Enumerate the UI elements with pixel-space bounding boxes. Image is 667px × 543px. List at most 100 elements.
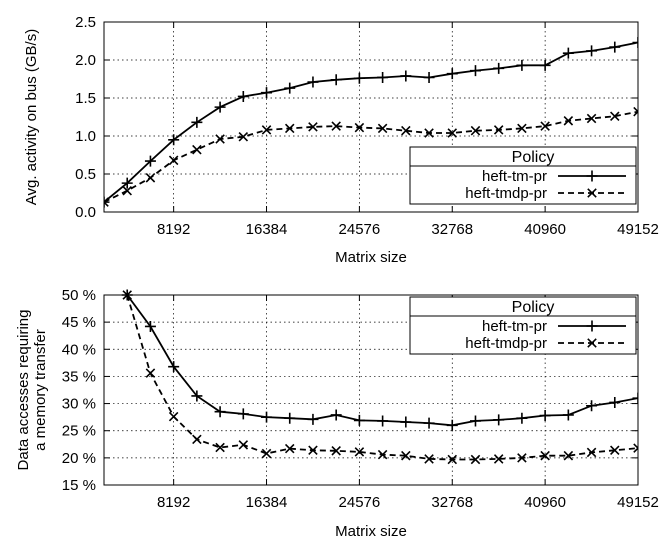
series-line — [104, 41, 638, 203]
data-point — [424, 128, 434, 138]
legend-title: Policy — [512, 299, 555, 316]
y-tick-label: 0.0 — [75, 204, 96, 221]
x-tick-label: 8192 — [157, 494, 190, 511]
series-line — [104, 110, 638, 203]
data-point — [168, 134, 180, 146]
data-point — [446, 419, 458, 431]
data-point — [657, 440, 665, 448]
data-point — [633, 443, 638, 453]
data-point — [517, 453, 527, 463]
data-point — [539, 59, 551, 71]
data-point — [377, 415, 389, 427]
data-point — [401, 450, 411, 461]
data-point — [168, 155, 179, 166]
data-point — [562, 409, 574, 421]
data-point — [284, 412, 296, 424]
y-axis-label: Avg. activity on bus (GB/s) — [23, 29, 40, 205]
data-point — [104, 196, 110, 208]
y-axis-label: Data accesses requiringa memory transfer — [15, 310, 49, 471]
data-point — [238, 131, 249, 142]
y-tick-label: 20 % — [62, 450, 96, 467]
data-point — [423, 417, 435, 429]
legend-marker — [586, 320, 598, 332]
x-tick-label: 32768 — [431, 494, 473, 511]
legend-title: Policy — [512, 149, 555, 166]
data-point — [308, 122, 318, 132]
y-tick-label: 2.0 — [75, 52, 96, 69]
y-axis-label-line: a memory transfer — [32, 329, 49, 451]
data-point — [144, 320, 156, 332]
y-tick-label: 1.5 — [75, 90, 96, 107]
x-axis-label: Matrix size — [335, 523, 407, 540]
data-point — [632, 37, 638, 49]
data-point — [540, 121, 550, 131]
data-point — [447, 454, 458, 465]
data-point — [168, 411, 179, 422]
series-line — [126, 294, 638, 461]
data-point — [563, 450, 574, 461]
data-point — [122, 185, 132, 196]
y-tick-label: 2.5 — [75, 14, 96, 31]
x-tick-label: 24576 — [339, 221, 381, 238]
x-tick-label: 40960 — [524, 494, 566, 511]
data-point — [517, 123, 527, 134]
data-point — [284, 123, 295, 134]
data-point — [261, 448, 272, 459]
data-point — [469, 65, 481, 77]
y-axis-label-line: Data accesses requiring — [15, 310, 32, 471]
data-point — [284, 443, 295, 454]
legend-box — [409, 146, 637, 205]
data-point — [191, 390, 203, 402]
y-tick-label: 30 % — [62, 396, 96, 413]
x-tick-label: 16384 — [246, 221, 288, 238]
data-point — [308, 445, 318, 456]
data-point — [586, 400, 598, 412]
data-point — [238, 440, 249, 450]
data-point — [563, 116, 574, 126]
memory-transfer-chart: 15 % 20 % 25 % 30 % 35 % 40 % 45 % 50 % 8192 1638… — [15, 287, 665, 540]
x-tick-label: 32768 — [431, 221, 473, 238]
data-point — [215, 134, 225, 144]
data-point — [493, 62, 505, 74]
series-heft-tm-pr — [104, 37, 638, 208]
data-point — [237, 408, 249, 420]
data-point — [215, 442, 225, 453]
data-point — [470, 454, 481, 465]
data-point — [586, 45, 598, 57]
data-point — [121, 177, 133, 189]
data-point — [377, 71, 389, 83]
plot-frame — [103, 21, 639, 213]
legend-label: heft-tmdp-pr — [465, 185, 547, 202]
y-tick-label: 40 % — [62, 341, 96, 358]
data-point — [469, 415, 481, 427]
data-point — [353, 414, 365, 426]
data-point — [330, 409, 342, 421]
x-tick-label: 49152 — [617, 221, 659, 238]
data-point — [610, 111, 620, 122]
data-point — [354, 122, 365, 133]
x-tick-label: 8192 — [157, 221, 190, 238]
data-point — [354, 447, 365, 457]
data-point — [192, 144, 202, 155]
data-point — [307, 413, 319, 425]
data-point — [192, 434, 202, 445]
data-point — [307, 76, 319, 88]
data-point — [400, 416, 412, 428]
data-point — [493, 125, 504, 135]
x-axis-label: Matrix size — [335, 249, 407, 266]
plot-frame — [103, 294, 639, 486]
data-point — [586, 447, 597, 458]
data-point — [214, 101, 226, 113]
data-point — [353, 72, 365, 84]
data-point — [330, 74, 342, 86]
y-tick-label: 50 % — [62, 287, 96, 304]
legend-label: heft-tm-pr — [482, 168, 547, 185]
data-point — [237, 90, 249, 102]
data-point — [540, 450, 550, 461]
data-point — [633, 106, 638, 117]
data-point — [104, 197, 109, 207]
y-tick-label: 25 % — [62, 423, 96, 440]
y-tick-label: 1.0 — [75, 128, 96, 145]
y-tick-label: 15 % — [62, 477, 96, 494]
